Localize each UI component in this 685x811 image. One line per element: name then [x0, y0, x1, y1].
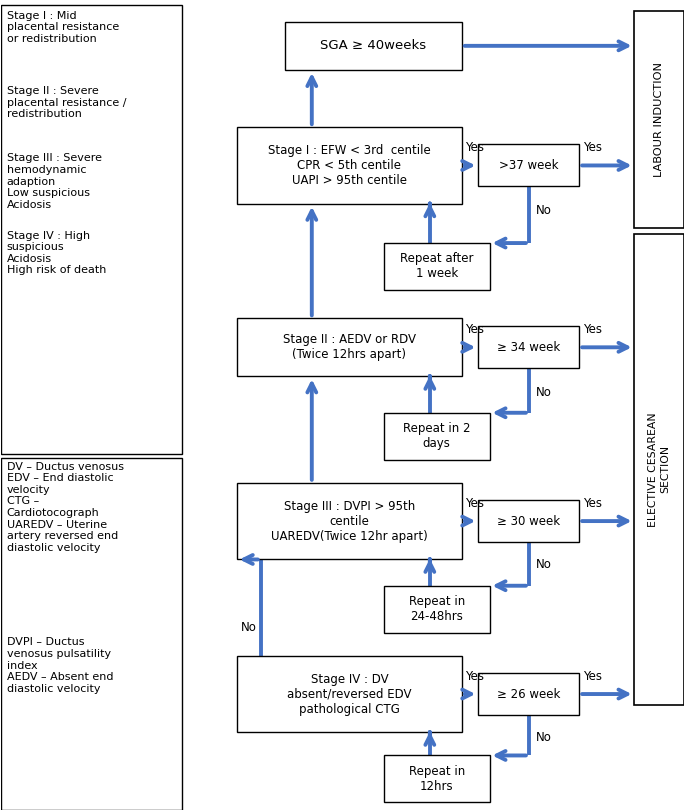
- Text: DV – Ductus venosus
EDV – End diastolic
velocity
CTG –
Cardiotocograph
UAREDV – : DV – Ductus venosus EDV – End diastolic …: [7, 461, 124, 553]
- FancyBboxPatch shape: [384, 413, 490, 460]
- FancyBboxPatch shape: [478, 144, 580, 187]
- Text: Yes: Yes: [583, 141, 601, 154]
- Text: No: No: [536, 558, 551, 571]
- Text: Stage IV : High
suspicious
Acidosis
High risk of death: Stage IV : High suspicious Acidosis High…: [7, 230, 106, 276]
- FancyBboxPatch shape: [634, 234, 684, 705]
- FancyBboxPatch shape: [478, 500, 580, 542]
- Text: No: No: [536, 204, 551, 217]
- FancyBboxPatch shape: [478, 326, 580, 368]
- Text: Stage II : Severe
placental resistance /
redistribution: Stage II : Severe placental resistance /…: [7, 86, 126, 119]
- Text: DVPI – Ductus
venosus pulsatility
index
AEDV – Absent end
diastolic velocity: DVPI – Ductus venosus pulsatility index …: [7, 637, 113, 693]
- FancyBboxPatch shape: [237, 127, 462, 204]
- Text: Stage I : EFW < 3rd  centile
CPR < 5th centile
UAPI > 95th centile: Stage I : EFW < 3rd centile CPR < 5th ce…: [268, 144, 431, 187]
- Text: Yes: Yes: [583, 670, 601, 683]
- FancyBboxPatch shape: [1, 6, 182, 454]
- FancyBboxPatch shape: [237, 483, 462, 560]
- FancyBboxPatch shape: [284, 22, 462, 70]
- Text: ≥ 34 week: ≥ 34 week: [497, 341, 560, 354]
- Text: Yes: Yes: [465, 323, 484, 336]
- Text: Repeat after
1 week: Repeat after 1 week: [400, 252, 473, 281]
- Text: LABOUR INDUCTION: LABOUR INDUCTION: [654, 62, 664, 177]
- Text: No: No: [536, 732, 551, 744]
- Text: Stage III : DVPI > 95th
centile
UAREDV(Twice 12hr apart): Stage III : DVPI > 95th centile UAREDV(T…: [271, 500, 427, 543]
- Text: Repeat in
24-48hrs: Repeat in 24-48hrs: [408, 595, 464, 623]
- Text: No: No: [536, 386, 551, 399]
- FancyBboxPatch shape: [384, 756, 490, 802]
- FancyBboxPatch shape: [384, 243, 490, 290]
- Text: Yes: Yes: [465, 141, 484, 154]
- Text: Yes: Yes: [465, 670, 484, 683]
- FancyBboxPatch shape: [237, 318, 462, 376]
- Text: Yes: Yes: [465, 497, 484, 510]
- Text: SGA ≥ 40weeks: SGA ≥ 40weeks: [320, 40, 426, 53]
- Text: Stage IV : DV
absent/reversed EDV
pathological CTG: Stage IV : DV absent/reversed EDV pathol…: [287, 672, 412, 715]
- FancyBboxPatch shape: [478, 673, 580, 715]
- Text: ELECTIVE CESAREAN
SECTION: ELECTIVE CESAREAN SECTION: [648, 412, 670, 526]
- FancyBboxPatch shape: [237, 655, 462, 732]
- Text: Repeat in 2
days: Repeat in 2 days: [403, 423, 471, 450]
- FancyBboxPatch shape: [1, 458, 182, 809]
- Text: >37 week: >37 week: [499, 159, 558, 172]
- Text: Stage III : Severe
hemodynamic
adaption
Low suspicious
Acidosis: Stage III : Severe hemodynamic adaption …: [7, 153, 102, 210]
- FancyBboxPatch shape: [634, 11, 684, 228]
- Text: Stage I : Mid
placental resistance
or redistribution: Stage I : Mid placental resistance or re…: [7, 11, 119, 44]
- FancyBboxPatch shape: [384, 586, 490, 633]
- Text: Stage II : AEDV or RDV
(Twice 12hrs apart): Stage II : AEDV or RDV (Twice 12hrs apar…: [283, 333, 416, 362]
- Text: No: No: [241, 621, 258, 634]
- Text: Yes: Yes: [583, 497, 601, 510]
- Text: Repeat in
12hrs: Repeat in 12hrs: [408, 765, 464, 793]
- Text: ≥ 30 week: ≥ 30 week: [497, 514, 560, 528]
- Text: Yes: Yes: [583, 323, 601, 336]
- Text: ≥ 26 week: ≥ 26 week: [497, 688, 560, 701]
